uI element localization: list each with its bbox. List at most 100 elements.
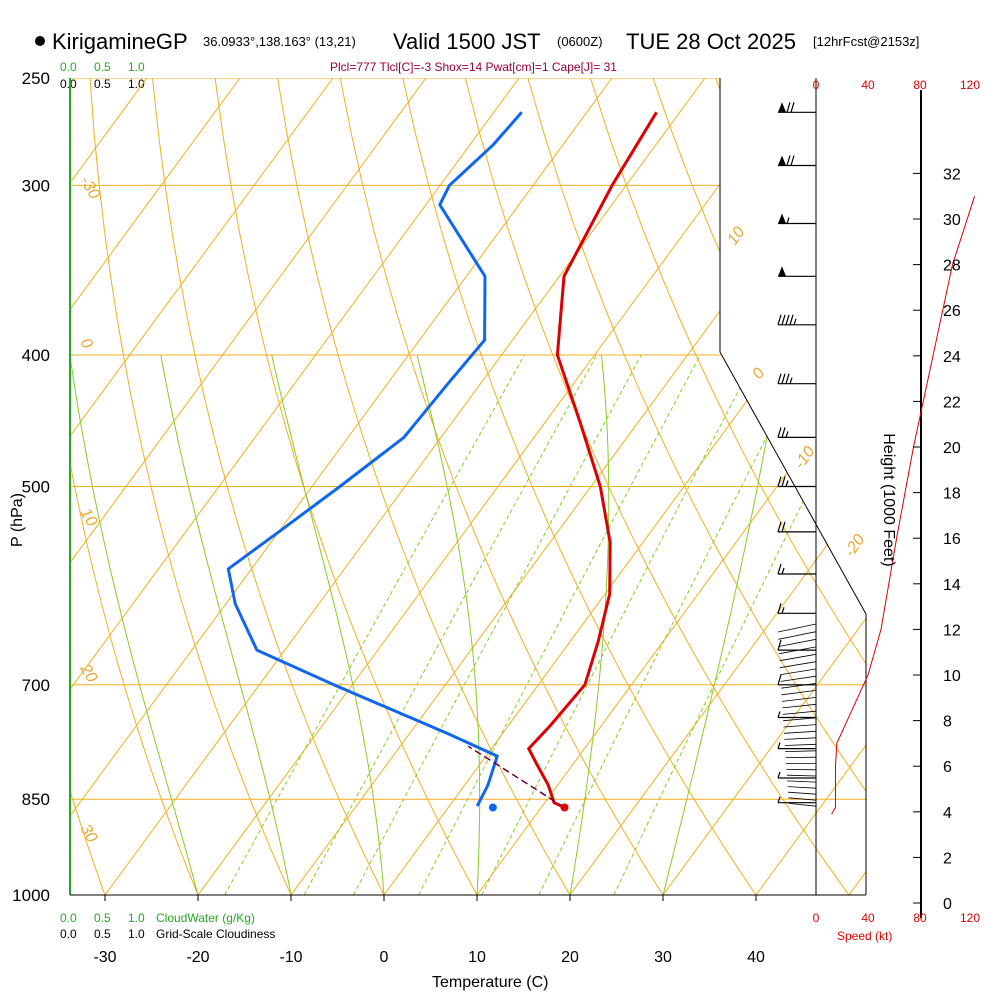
mixing-ratio-label: 20: [610, 901, 626, 916]
wind-barb-lowlevel: [787, 786, 817, 789]
wind-barb: [777, 639, 816, 651]
dry-adiabat-line: [464, 78, 850, 895]
valid-time: Valid 1500 JST: [393, 29, 541, 54]
dry-adiabat-line: [277, 78, 571, 895]
station-name: KirigamineGP: [52, 29, 188, 54]
stability-indices: Plcl=777 Tlcl[C]=-3 Shox=14 Pwat[cm]=1 C…: [330, 60, 617, 74]
height-tick-label: 6: [943, 759, 952, 776]
height-tick-label: 28: [943, 258, 961, 275]
temperature-tick-label: 40: [747, 949, 765, 966]
isotherm-label: 0: [749, 365, 768, 382]
speed-tick-top: 0: [813, 78, 820, 92]
surface-temperature-dot: [560, 803, 569, 812]
height-tick-label: 26: [943, 303, 961, 320]
wind-barb: [777, 521, 816, 533]
wind-barb-half: [793, 318, 797, 325]
dry-adiabat-line: [70, 78, 106, 895]
wind-barb: [777, 476, 816, 488]
wind-barb-full: [789, 314, 794, 325]
wind-barb: [777, 373, 816, 385]
temperature-line: [526, 111, 658, 809]
wind-barb: [777, 314, 816, 326]
isotherm-line: [848, 78, 866, 895]
isotherm-label: -10: [791, 444, 818, 473]
wind-barb-lowlevel: [783, 730, 817, 734]
wind-barb-lowlevel: [784, 743, 817, 746]
wind-barb-full: [777, 476, 782, 487]
wind-barb-half: [781, 607, 785, 614]
valid-date: TUE 28 Oct 2025: [626, 29, 796, 54]
wind-barb-full: [781, 373, 786, 384]
cloudiness-tick-bottom-2: 1.0: [128, 927, 145, 941]
wind-barb-half: [777, 742, 781, 749]
wind-barb-half: [785, 480, 789, 487]
wind-barb: [778, 102, 816, 113]
isotherm-line: [70, 78, 241, 895]
pressure-tick-label: 850: [22, 790, 50, 809]
temperature-tick-label: 0: [380, 949, 389, 966]
cloudwater-tick-bottom-2: 1.0: [128, 911, 145, 925]
parcel-path-line: [467, 745, 565, 809]
temperature-tick-label: -30: [93, 949, 116, 966]
wind-barb-lowlevel: [778, 638, 817, 647]
isotherm-line: [70, 78, 334, 895]
mixing-ratio-label: 5: [420, 901, 428, 916]
x-axis-label: Temperature (C): [432, 974, 548, 991]
wind-barb-lowlevel: [784, 737, 817, 740]
speed-tick-top: 120: [960, 78, 980, 92]
temperature-tick-label: -20: [186, 949, 209, 966]
sounding-profiles: [226, 111, 658, 812]
height-tick-label: 0: [943, 896, 952, 913]
cloudwater-label: CloudWater (g/Kg): [156, 911, 255, 925]
cloudiness-label: Grid-Scale Cloudiness: [156, 927, 275, 941]
height-tick-label: 30: [943, 212, 961, 229]
speed-tick-bottom: 40: [861, 911, 875, 925]
wind-barb-lowlevel: [780, 668, 817, 675]
pressure-tick-label: 400: [22, 346, 50, 365]
wind-barb-lowlevel: [788, 803, 817, 807]
temperature-tick-label: 20: [561, 949, 579, 966]
wind-barb: [777, 563, 816, 575]
cloudiness-tick-bottom-1: 0.5: [94, 927, 111, 941]
mixing-ratio-label: 12: [536, 901, 551, 916]
wind-barb-full: [781, 314, 786, 325]
isotherm-label: 10: [724, 224, 748, 248]
wind-barb-full: [777, 639, 782, 651]
wind-barb-flag: [778, 266, 786, 277]
dry-adiabat-line: [527, 78, 866, 895]
wind-barb-full: [781, 521, 786, 533]
temperature-tick-label: 30: [654, 949, 672, 966]
utc-time: (0600Z): [557, 34, 603, 49]
mixing-ratio-line: [418, 354, 701, 895]
cloudiness-tick-top-0: 0.0: [60, 77, 77, 91]
wind-barb-half: [777, 711, 781, 718]
dry-adiabat-line: [589, 78, 866, 895]
wind-barb-full: [785, 314, 790, 325]
forecast-info: [12hrFcst@2153z]: [813, 34, 919, 49]
wind-barb-lowlevel: [780, 675, 817, 682]
wind-barb-full: [777, 427, 782, 438]
dry-adiabat-line: [152, 78, 385, 895]
mixing-ratio-line: [481, 354, 758, 895]
height-tick-label: 10: [943, 668, 961, 685]
wind-barb: [777, 796, 816, 804]
wind-barb-full: [777, 314, 782, 325]
wind-barb-lowlevel: [777, 623, 817, 633]
wind-barb: [778, 266, 816, 277]
height-tick-label: 32: [943, 166, 961, 183]
cloudiness-tick-top-2: 1.0: [128, 77, 145, 91]
dry-adiabat-line: [214, 78, 478, 895]
height-tick-label: 20: [943, 440, 961, 457]
wind-barb-full: [781, 427, 786, 438]
wind-barb-full: [777, 603, 782, 614]
wind-barb-full: [785, 373, 790, 384]
height-tick-label: 14: [943, 577, 961, 594]
wind-barb-lowlevel: [781, 683, 817, 689]
isotherm-label: 20: [76, 661, 100, 686]
temperature-tick-label: -10: [279, 949, 302, 966]
isotherm-label: 30: [77, 822, 101, 846]
height-tick-label: 2: [943, 850, 952, 867]
wind-barb-lowlevel: [779, 646, 817, 655]
wind-barb: [777, 771, 816, 779]
